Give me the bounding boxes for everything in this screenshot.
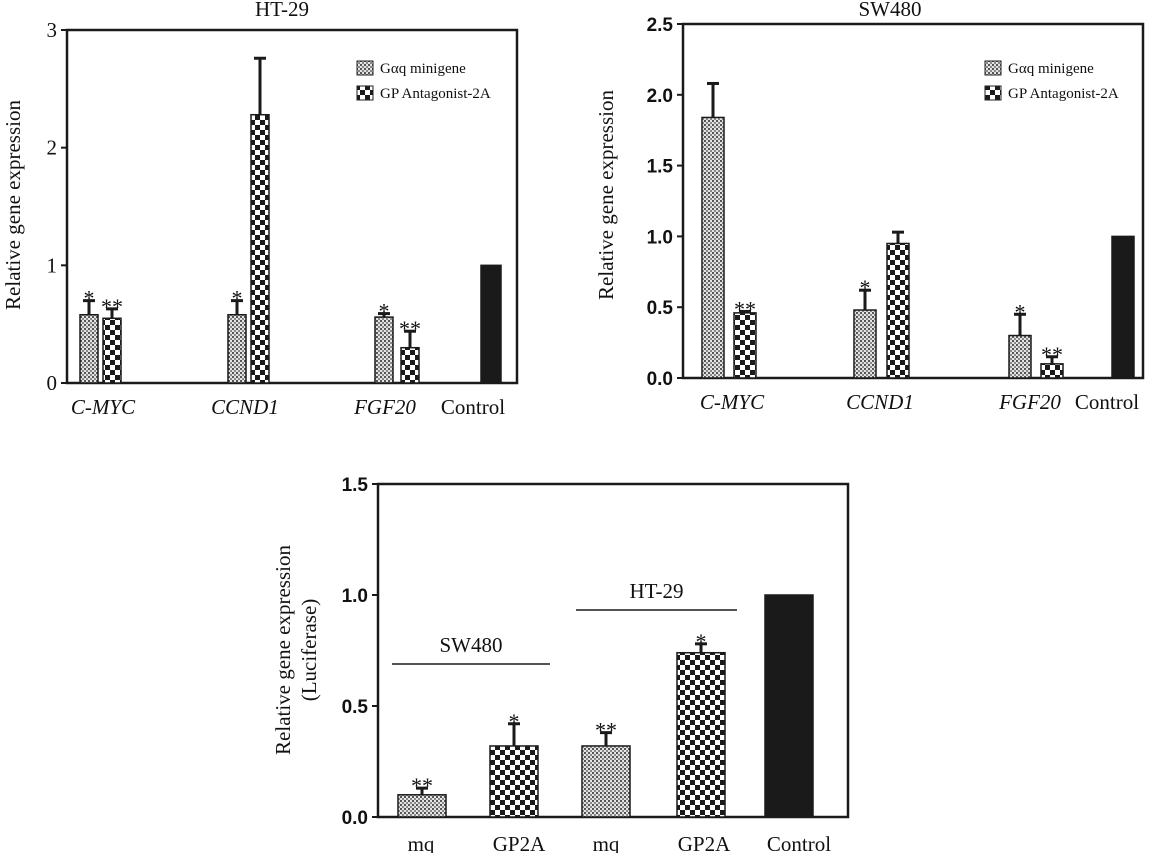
y-tick-label: 1.0 (647, 227, 673, 248)
plot-frame (65, 28, 519, 385)
legend: Gαq minigene GP Antagonist-2A (984, 60, 1119, 102)
legend-label: GP Antagonist-2A (1008, 86, 1119, 102)
bar (480, 264, 502, 384)
legend-label: Gαq minigene (380, 61, 466, 77)
axes (681, 22, 1145, 380)
bar (733, 312, 757, 379)
x-tick-label: Control (1075, 390, 1139, 414)
y-tick-label: 1.0 (342, 586, 368, 607)
significance-label: * (696, 629, 707, 654)
significance-label: ** (399, 316, 421, 341)
y-tick-label: 0.0 (342, 808, 368, 829)
significance-label: ** (411, 773, 433, 798)
bar (853, 309, 877, 379)
significance-label: ** (595, 718, 617, 743)
x-tick-label: CCND1 (211, 395, 279, 419)
bar (250, 113, 270, 384)
x-tick-label: C-MYC (71, 395, 136, 419)
legend-swatch (356, 85, 374, 101)
x-ticks: C-MYC CCND1 FGF20 Control (71, 395, 505, 419)
bar (1111, 235, 1135, 379)
bar (764, 594, 814, 818)
significance-label: ** (1041, 342, 1063, 367)
legend: Gαq minigene GP Antagonist-2A (356, 60, 491, 102)
bar (102, 317, 122, 384)
legend-label: Gαq minigene (1008, 61, 1094, 77)
significance-label: * (509, 709, 520, 734)
y-tick-label: 2.5 (647, 15, 674, 36)
group-label: HT-29 (629, 579, 683, 603)
group-brackets: SW480 HT-29 (392, 579, 737, 665)
y-axis-label: Relative gene expression (1, 100, 25, 310)
y-tick-label: 1.5 (647, 157, 674, 178)
y-tick-label: 0.5 (342, 697, 369, 718)
y-ticks: 0.0 0.5 1.0 1.5 2.0 2.5 (647, 15, 683, 390)
y-tick-label: 2 (47, 136, 58, 160)
significance-label: * (379, 299, 390, 324)
x-ticks: mq GP2A mq GP2A Control (408, 832, 832, 853)
significance-label: * (232, 286, 243, 311)
bar (701, 116, 725, 379)
legend-swatch (984, 60, 1002, 76)
y-axis-label: Relative gene expression (271, 545, 295, 755)
y-tick-label: 3 (47, 18, 58, 42)
bar (374, 316, 394, 384)
bar (886, 242, 910, 379)
panel-sw480: SW480 0.00.51.01.52.02.5 ****** C-MYC CCN… (594, 0, 1145, 414)
x-tick-label: Control (441, 395, 505, 419)
panel-luciferase: 0.00.51.01.5 *** *** mq GP2A mq GP2A Control … (271, 475, 850, 853)
bars: * ** **** (79, 56, 502, 384)
axes (65, 28, 519, 385)
significance-label: * (1015, 299, 1026, 324)
y-tick-label: 1 (47, 253, 58, 277)
bar (79, 314, 99, 384)
bar (1008, 334, 1032, 379)
x-ticks: C-MYC CCND1 FGF20 Control (700, 390, 1139, 414)
legend-label: GP Antagonist-2A (380, 86, 491, 102)
significance-label: ** (101, 294, 123, 319)
x-tick-label: GP2A (493, 832, 546, 853)
y-ticks: 0.0 0.5 1.0 1.5 (342, 475, 378, 829)
significance-label: * (860, 275, 871, 300)
significance-label: ** (734, 296, 756, 321)
plot-frame (681, 22, 1145, 380)
y-axis-label: Relative gene expression (594, 90, 618, 300)
x-tick-label: GP2A (678, 832, 731, 853)
y-tick-label: 2.0 (647, 86, 673, 107)
x-tick-label: FGF20 (353, 395, 416, 419)
bar (397, 794, 447, 818)
chart-title: SW480 (859, 0, 922, 21)
y-tick-label: 0 (47, 371, 58, 395)
legend-swatch (984, 85, 1002, 101)
x-tick-label: mq (593, 832, 620, 853)
bars: ****** (701, 81, 1135, 379)
x-tick-label: Control (767, 832, 831, 853)
group-label: SW480 (440, 633, 503, 657)
bar (1040, 363, 1064, 379)
y-tick-label: 0.5 (647, 298, 674, 319)
x-tick-label: C-MYC (700, 390, 765, 414)
legend-swatch (356, 60, 374, 76)
significance-label: * (84, 286, 95, 311)
x-tick-label: mq (408, 832, 435, 853)
bar (227, 314, 247, 384)
bars: ****** (397, 594, 814, 818)
chart-title: HT-29 (255, 0, 309, 21)
x-tick-label: FGF20 (998, 390, 1061, 414)
bar (581, 745, 631, 818)
y-tick-label: 0.0 (647, 369, 673, 390)
y-ticks: 0 1 2 3 (47, 18, 67, 395)
bar (676, 651, 726, 818)
x-tick-label: CCND1 (846, 390, 914, 414)
bar (400, 346, 420, 384)
bar (489, 745, 539, 818)
y-axis-label-line2: (Luciferase) (297, 599, 321, 702)
y-tick-label: 1.5 (342, 475, 369, 496)
